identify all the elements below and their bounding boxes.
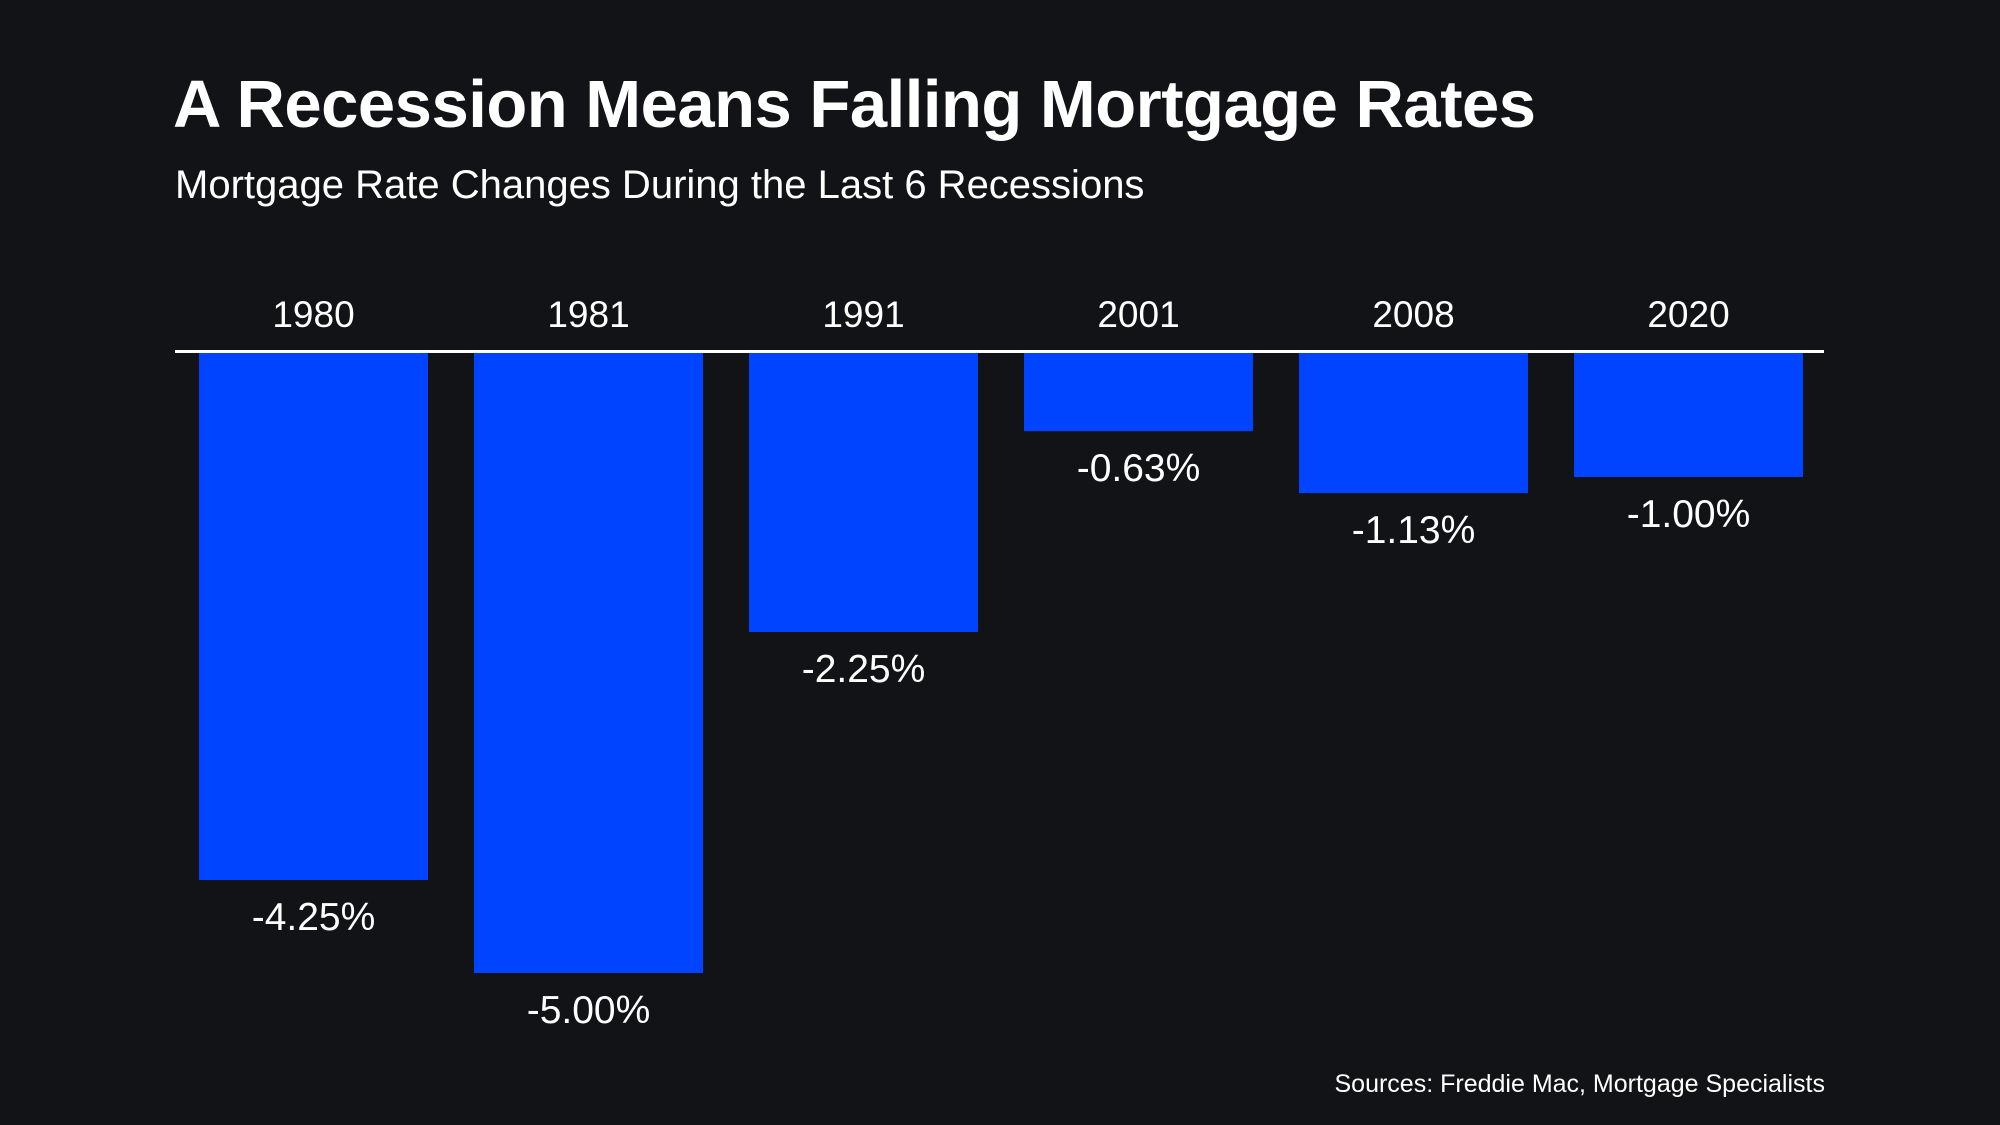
category-label-2008: 2008	[1372, 294, 1454, 335]
bar-2020	[1574, 353, 1803, 477]
value-label-1981: -5.00%	[527, 989, 651, 1032]
chart-subtitle: Mortgage Rate Changes During the Last 6 …	[175, 163, 1145, 207]
category-label-1991: 1991	[822, 294, 904, 335]
bar-1991	[749, 353, 978, 632]
value-label-2001: -0.63%	[1077, 447, 1201, 490]
chart-source-note: Sources: Freddie Mac, Mortgage Specialis…	[1334, 1070, 1826, 1098]
bars-group	[199, 353, 1803, 973]
value-label-2008: -1.13%	[1352, 509, 1476, 552]
category-label-2001: 2001	[1097, 294, 1179, 335]
chart-title: A Recession Means Falling Mortgage Rates	[173, 67, 1536, 142]
value-label-1980: -4.25%	[252, 896, 376, 939]
bar-2001	[1024, 353, 1253, 432]
bar-2008	[1299, 353, 1528, 494]
category-label-1980: 1980	[272, 294, 354, 335]
category-label-1981: 1981	[547, 294, 629, 335]
category-labels-group: 1980 1981 1991 2001 2008 2020	[272, 294, 1729, 335]
bar-1980	[199, 353, 428, 880]
value-labels-group: -4.25% -5.00% -2.25% -0.63% -1.13% -1.00%	[252, 447, 1751, 1032]
value-label-2020: -1.00%	[1627, 493, 1751, 536]
category-label-2020: 2020	[1647, 294, 1729, 335]
bar-1981	[474, 353, 703, 973]
value-label-1991: -2.25%	[802, 648, 926, 691]
